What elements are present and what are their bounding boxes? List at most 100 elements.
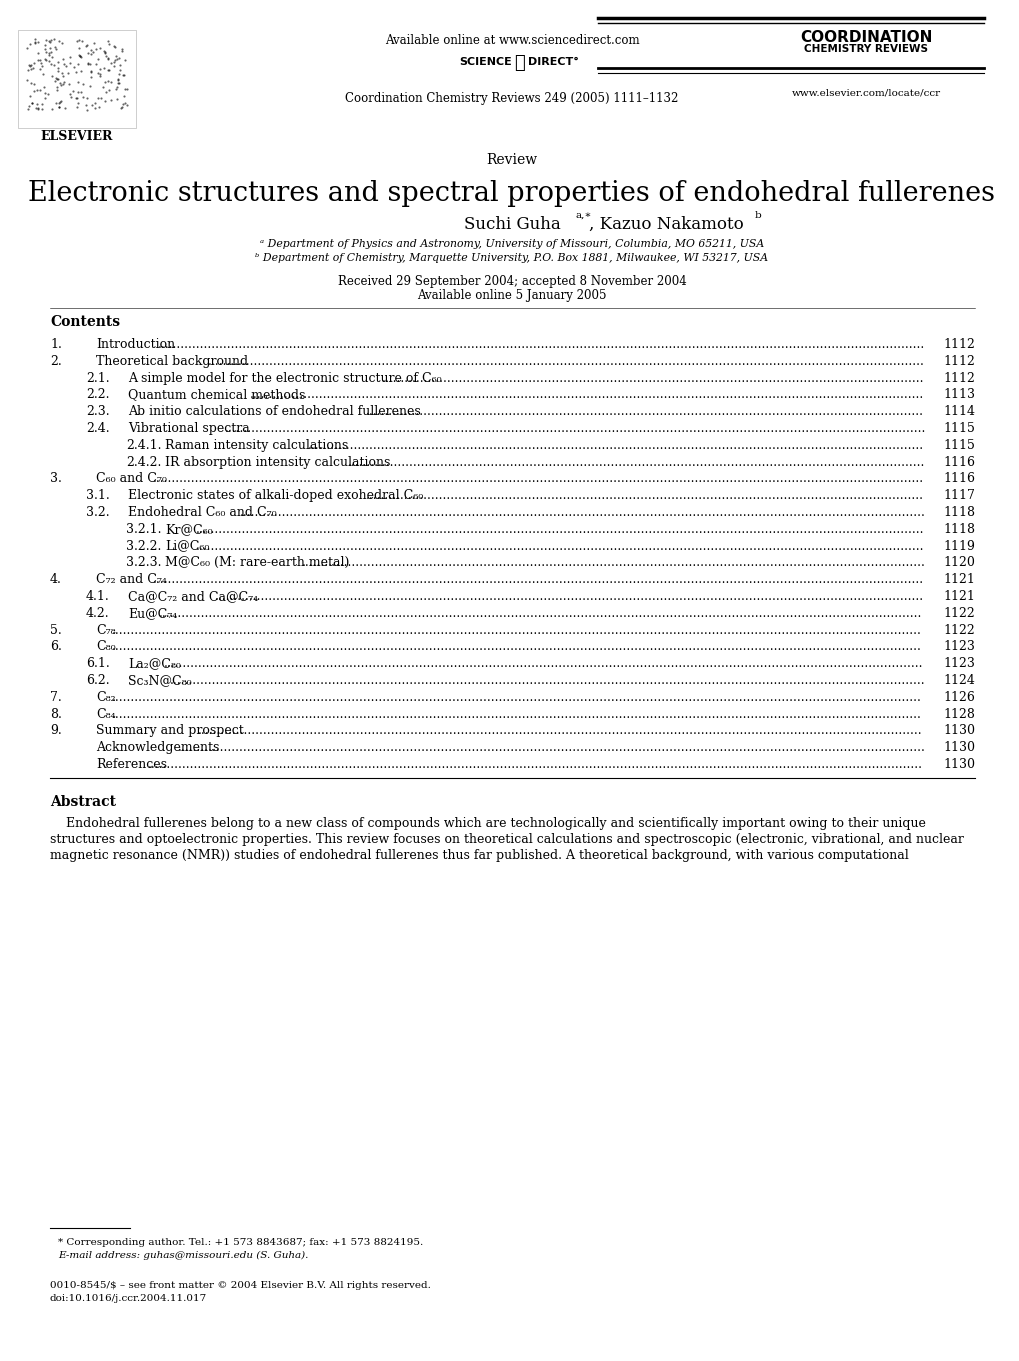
Text: 1130: 1130 [943,758,974,770]
Text: M@C₆₀ (M: rare-earth metal): M@C₆₀ (M: rare-earth metal) [165,557,350,569]
Text: 1126: 1126 [943,691,974,704]
Text: 1116: 1116 [943,456,974,468]
Point [37,82,53,103]
Text: Eu@C₇₄: Eu@C₇₄ [127,607,177,619]
Text: Theoretical background: Theoretical background [96,355,248,367]
Point [68,61,85,83]
Point [108,45,124,67]
Text: Electronic states of alkali-doped exohedral C₆₀: Electronic states of alkali-doped exohed… [127,489,423,502]
Point [35,94,51,116]
Text: IR absorption intensity calculations: IR absorption intensity calculations [165,456,390,468]
Text: Suchi Guha: Suchi Guha [464,216,559,233]
Text: ................................................................................: ........................................… [169,674,924,687]
Point [109,48,125,69]
Point [75,73,92,95]
Point [100,49,116,71]
Point [87,97,103,118]
Point [112,54,128,76]
Point [117,93,133,114]
Text: 3.: 3. [50,472,62,486]
Text: ................................................................................: ........................................… [302,557,925,569]
Point [71,44,88,65]
Point [42,38,58,60]
Point [52,91,68,113]
Point [33,49,49,71]
Point [97,42,113,64]
Text: C₇₂ and C₇₄: C₇₂ and C₇₄ [96,573,167,587]
Point [21,33,38,54]
Point [70,71,87,93]
Text: COORDINATION: COORDINATION [799,30,931,45]
Text: 1123: 1123 [943,641,974,653]
Point [32,59,48,80]
Point [106,35,122,57]
Point [83,67,99,88]
Point [28,98,44,120]
Text: 1113: 1113 [943,388,974,401]
Text: 6.1.: 6.1. [86,657,110,670]
Point [41,42,57,64]
Point [115,93,131,114]
Text: Received 29 September 2004; accepted 8 November 2004: Received 29 September 2004; accepted 8 N… [337,275,686,289]
Text: ................................................................................: ........................................… [159,607,922,619]
Point [52,72,68,94]
Point [86,33,102,54]
Text: ELSEVIER: ELSEVIER [41,131,113,143]
Point [50,57,66,79]
Text: 2.4.2.: 2.4.2. [126,456,161,468]
Text: ⓐ: ⓐ [514,54,524,72]
Point [55,72,71,94]
Point [108,79,124,101]
Text: Acknowledgements: Acknowledgements [96,742,219,754]
Point [112,97,128,118]
Text: 2.3.: 2.3. [86,406,109,418]
Text: 3.2.: 3.2. [86,506,109,519]
Text: ................................................................................: ........................................… [112,708,921,720]
Point [21,54,38,76]
Point [107,49,123,71]
Point [38,41,54,63]
Point [18,69,35,91]
Point [109,88,125,110]
Point [100,60,116,82]
Text: 1.: 1. [50,338,62,351]
Point [83,60,99,82]
Point [70,82,87,103]
Text: 5.: 5. [50,623,62,637]
Point [48,38,64,60]
Point [46,54,62,76]
Text: 2.4.: 2.4. [86,422,109,436]
Text: 1122: 1122 [943,607,974,619]
Point [26,31,43,53]
Text: 1119: 1119 [943,539,974,553]
Point [43,41,59,63]
Point [96,39,112,61]
Text: Vibrational spectra: Vibrational spectra [127,422,250,436]
Point [90,87,106,109]
Point [32,79,48,101]
Text: ................................................................................: ........................................… [164,657,923,670]
Point [98,82,114,103]
Text: ................................................................................: ........................................… [112,641,921,653]
Point [97,90,113,112]
Text: 9.: 9. [50,724,62,738]
Text: ................................................................................: ........................................… [177,742,925,754]
Point [49,79,65,101]
Point [71,45,88,67]
Point [28,31,44,53]
Point [70,30,87,52]
Text: 2.: 2. [50,355,62,367]
Text: 6.2.: 6.2. [86,674,109,687]
Point [83,39,99,61]
Point [83,61,99,83]
Point [29,93,45,114]
Point [34,56,50,78]
Point [53,33,69,54]
Point [112,59,128,80]
Point [37,38,53,60]
Point [20,54,37,76]
Point [46,27,62,49]
Text: ................................................................................: ........................................… [112,691,921,704]
Point [34,98,50,120]
Text: Ca@C₇₂ and Ca@C₇₄: Ca@C₇₂ and Ca@C₇₄ [127,591,258,603]
